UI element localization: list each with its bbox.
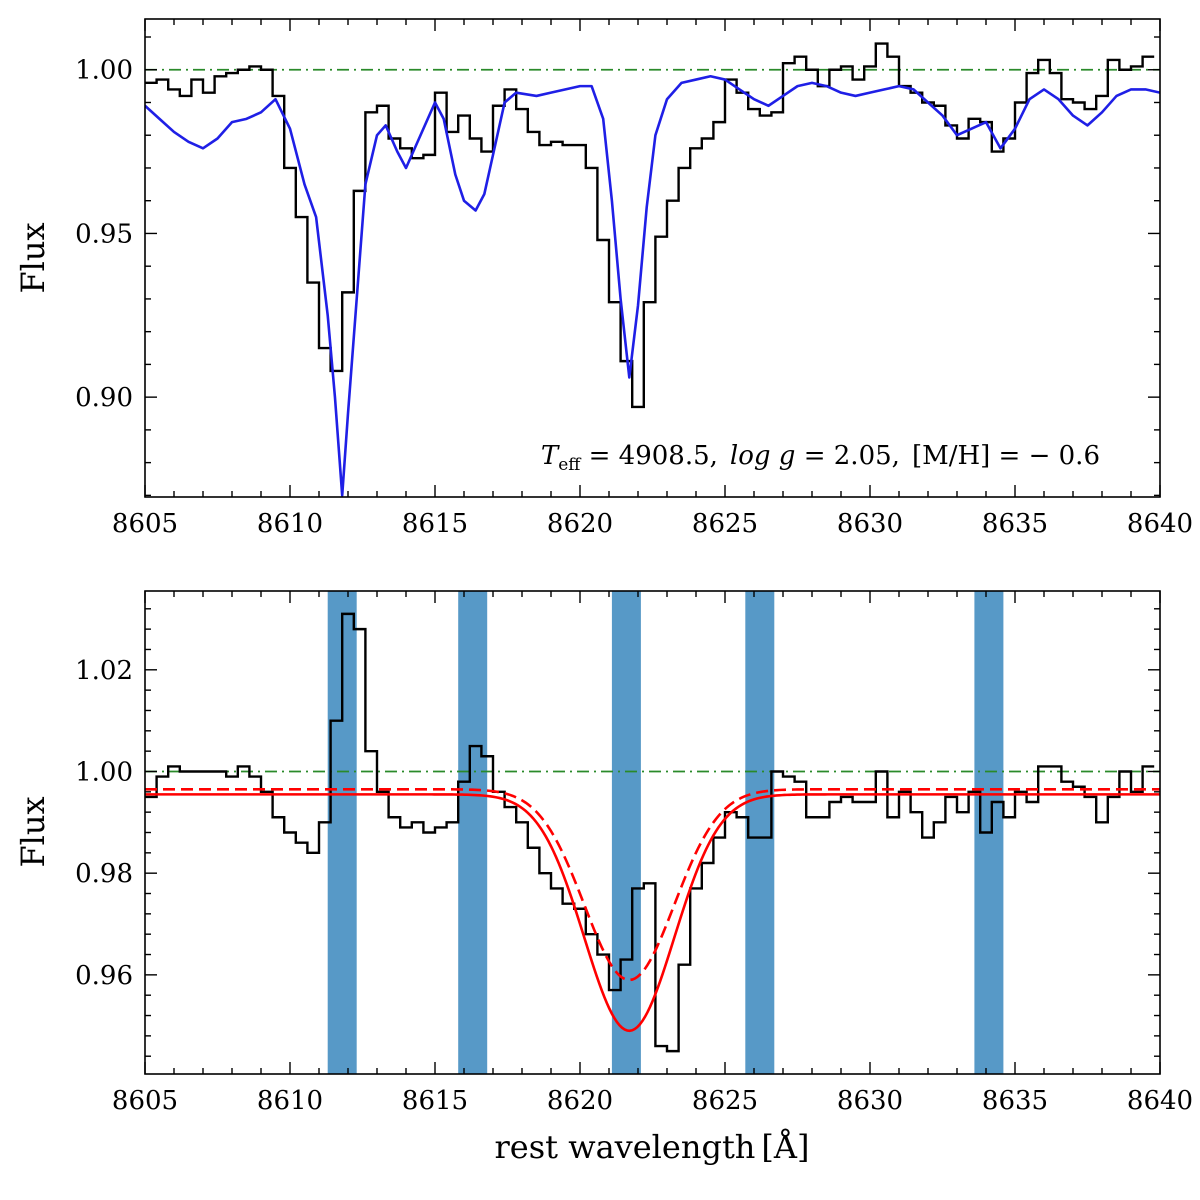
top-ytick-label: 0.95 bbox=[75, 219, 133, 249]
top-xtick-label: 8620 bbox=[547, 509, 613, 539]
shaded-band-2 bbox=[458, 591, 488, 1074]
bottom-series-observed bbox=[145, 612, 1155, 1053]
logg-symbol: log g bbox=[730, 441, 796, 471]
bottom-panel: 8605 8610 8615 8620 8625 8630 8635 8640 0.96 0.98… bbox=[14, 590, 1193, 1166]
bottom-xtick-label: 8630 bbox=[837, 1086, 903, 1116]
bottom-ytick-label: 0.96 bbox=[75, 961, 133, 991]
model-parameters-annotation: Teff = 4908.5, log g = 2.05, [M/H] = − 0.6 bbox=[541, 441, 1100, 475]
top-ytick-label: 0.90 bbox=[75, 383, 133, 413]
bottom-xtick-label: 8635 bbox=[982, 1086, 1048, 1116]
metallicity-value: [M/H] = − 0.6 bbox=[912, 441, 1100, 471]
bottom-xtick-label: 8640 bbox=[1127, 1086, 1193, 1116]
bottom-ytick-label: 1.00 bbox=[75, 757, 133, 787]
top-xtick-label: 8630 bbox=[837, 509, 903, 539]
bottom-xtick-label: 8610 bbox=[257, 1086, 323, 1116]
top-xtick-label: 8605 bbox=[112, 509, 178, 539]
top-plot-frame bbox=[144, 18, 1161, 498]
bottom-xtick-label: 8625 bbox=[692, 1086, 758, 1116]
teff-value: = 4908.5, bbox=[580, 441, 718, 471]
top-xtick-label: 8625 bbox=[692, 509, 758, 539]
bottom-xtick-label: 8620 bbox=[547, 1086, 613, 1116]
logg-value: = 2.05, bbox=[795, 441, 899, 471]
top-series-observed bbox=[145, 42, 1155, 409]
top-xtick-label: 8635 bbox=[982, 509, 1048, 539]
teff-symbol: T bbox=[541, 441, 560, 471]
bottom-xtick-label: 8615 bbox=[402, 1086, 468, 1116]
bottom-y-axis-label: Flux bbox=[14, 796, 52, 867]
bottom-ytick-label: 1.02 bbox=[75, 656, 133, 686]
top-xtick-label: 8640 bbox=[1127, 509, 1193, 539]
x-axis-label-text: rest wavelength bbox=[495, 1128, 756, 1166]
x-axis-label-unit: [Å] bbox=[761, 1128, 809, 1166]
bottom-xtick-label: 8605 bbox=[112, 1086, 178, 1116]
shaded-band-3 bbox=[611, 591, 641, 1074]
bottom-fit-solid bbox=[145, 793, 1160, 1033]
x-axis-label: rest wavelength [Å] bbox=[495, 1128, 810, 1166]
teff-subscript: eff bbox=[558, 455, 582, 475]
top-panel: 8605 8610 8615 8620 8625 8630 8635 8640 0.90 0.95… bbox=[14, 18, 1193, 539]
top-series-model bbox=[145, 74, 1160, 497]
bottom-fit-dashed bbox=[145, 787, 1160, 982]
top-xtick-label: 8610 bbox=[257, 509, 323, 539]
top-xtick-label: 8615 bbox=[402, 509, 468, 539]
shaded-band-4 bbox=[745, 591, 775, 1074]
top-y-axis-label: Flux bbox=[14, 222, 52, 293]
bottom-ytick-label: 0.98 bbox=[75, 859, 133, 889]
top-ytick-label: 1.00 bbox=[75, 56, 133, 86]
